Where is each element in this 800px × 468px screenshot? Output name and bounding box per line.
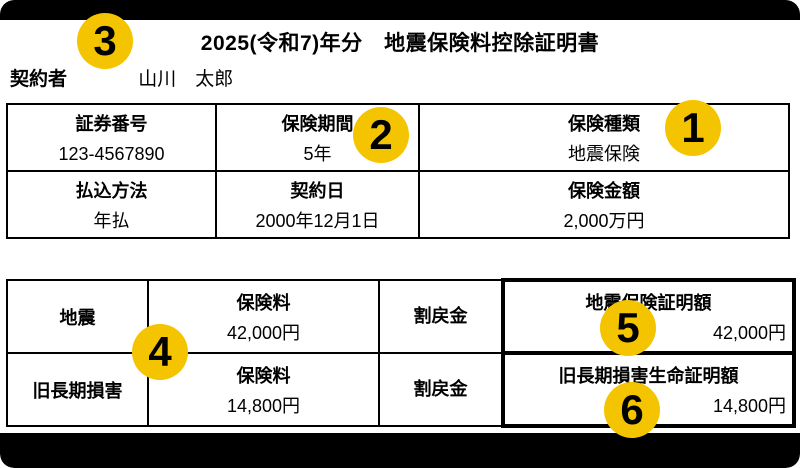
insured-amount-value: 2,000万円 (563, 211, 645, 231)
old-longterm-rebate-cell: 割戻金 (378, 352, 504, 427)
earthquake-rebate-header: 割戻金 (413, 306, 468, 326)
insured-amount-header: 保険金額 (568, 181, 640, 201)
earthquake-certified-amount-value: 42,000円 (712, 323, 786, 343)
old-longterm-category-cell: 旧長期損害 (6, 352, 149, 427)
table-row: 地震 保険料 42,000円 割戻金 地震保険証明額 42,000円 (6, 278, 796, 355)
table-row: 証券番号 123-4567890 保険期間 5年 保険種類 地震保険 (6, 103, 790, 172)
contract-date-cell: 契約日 2000年12月1日 (215, 170, 420, 239)
contractor-name: 山川 太郎 (138, 69, 234, 90)
old-longterm-premium-value: 14,800円 (226, 396, 301, 416)
payment-method-header: 払込方法 (75, 181, 148, 201)
annotation-badge-5: 5 (600, 300, 656, 356)
insurance-type-value: 地震保険 (568, 144, 640, 164)
insurance-type-cell: 保険種類 地震保険 (418, 103, 790, 172)
table-row: 払込方法 年払 契約日 2000年12月1日 保険金額 2,000万円 (6, 170, 790, 239)
policy-number-value: 123-4567890 (58, 144, 165, 164)
payment-method-cell: 払込方法 年払 (6, 170, 217, 239)
old-longterm-premium-header: 保険料 (236, 366, 291, 386)
earthquake-rebate-cell: 割戻金 (378, 279, 504, 354)
policy-number-cell: 証券番号 123-4567890 (6, 103, 217, 172)
premium-amount-table: 地震 保険料 42,000円 割戻金 地震保険証明額 42,000円 旧長期損害… (6, 278, 796, 428)
annotation-badge-3: 3 (77, 13, 133, 69)
page-title: 2025(令和7)年分 地震保険料控除証明書 (200, 32, 600, 55)
old-longterm-premium-cell: 保険料 14,800円 (147, 352, 380, 427)
earthquake-premium-header: 保険料 (236, 293, 291, 313)
top-border-bar (0, 0, 800, 20)
payment-method-value: 年払 (93, 211, 130, 231)
insurance-period-header: 保険期間 (281, 114, 354, 134)
insurance-period-value: 5年 (303, 144, 332, 164)
contract-date-header: 契約日 (290, 181, 345, 201)
contractor-label: 契約者 (10, 69, 68, 90)
earthquake-premium-value: 42,000円 (226, 323, 301, 343)
old-longterm-certified-amount-header: 旧長期損害生命証明額 (558, 366, 739, 386)
old-longterm-certified-amount-value: 14,800円 (712, 396, 786, 416)
policy-number-header: 証券番号 (75, 114, 148, 134)
old-longterm-rebate-header: 割戻金 (413, 379, 468, 399)
earthquake-category-cell: 地震 (6, 279, 149, 354)
earthquake-rebate-value (380, 329, 501, 333)
bottom-border-bar (0, 433, 800, 468)
old-longterm-rebate-value (380, 402, 501, 406)
policy-info-table: 証券番号 123-4567890 保険期間 5年 保険種類 地震保険 払込方法 … (6, 103, 790, 239)
contractor-line: 契約者 山川 太郎 (10, 64, 233, 91)
annotation-badge-6: 6 (604, 382, 660, 438)
insured-amount-cell: 保険金額 2,000万円 (418, 170, 790, 239)
annotation-badge-2: 2 (353, 107, 409, 163)
insurance-type-header: 保険種類 (568, 114, 640, 134)
annotation-badge-1: 1 (665, 100, 721, 156)
contract-date-value: 2000年12月1日 (255, 211, 380, 231)
annotation-badge-4: 4 (132, 324, 188, 380)
table-row: 旧長期損害 保険料 14,800円 割戻金 旧長期損害生命証明額 14,800円 (6, 351, 796, 428)
